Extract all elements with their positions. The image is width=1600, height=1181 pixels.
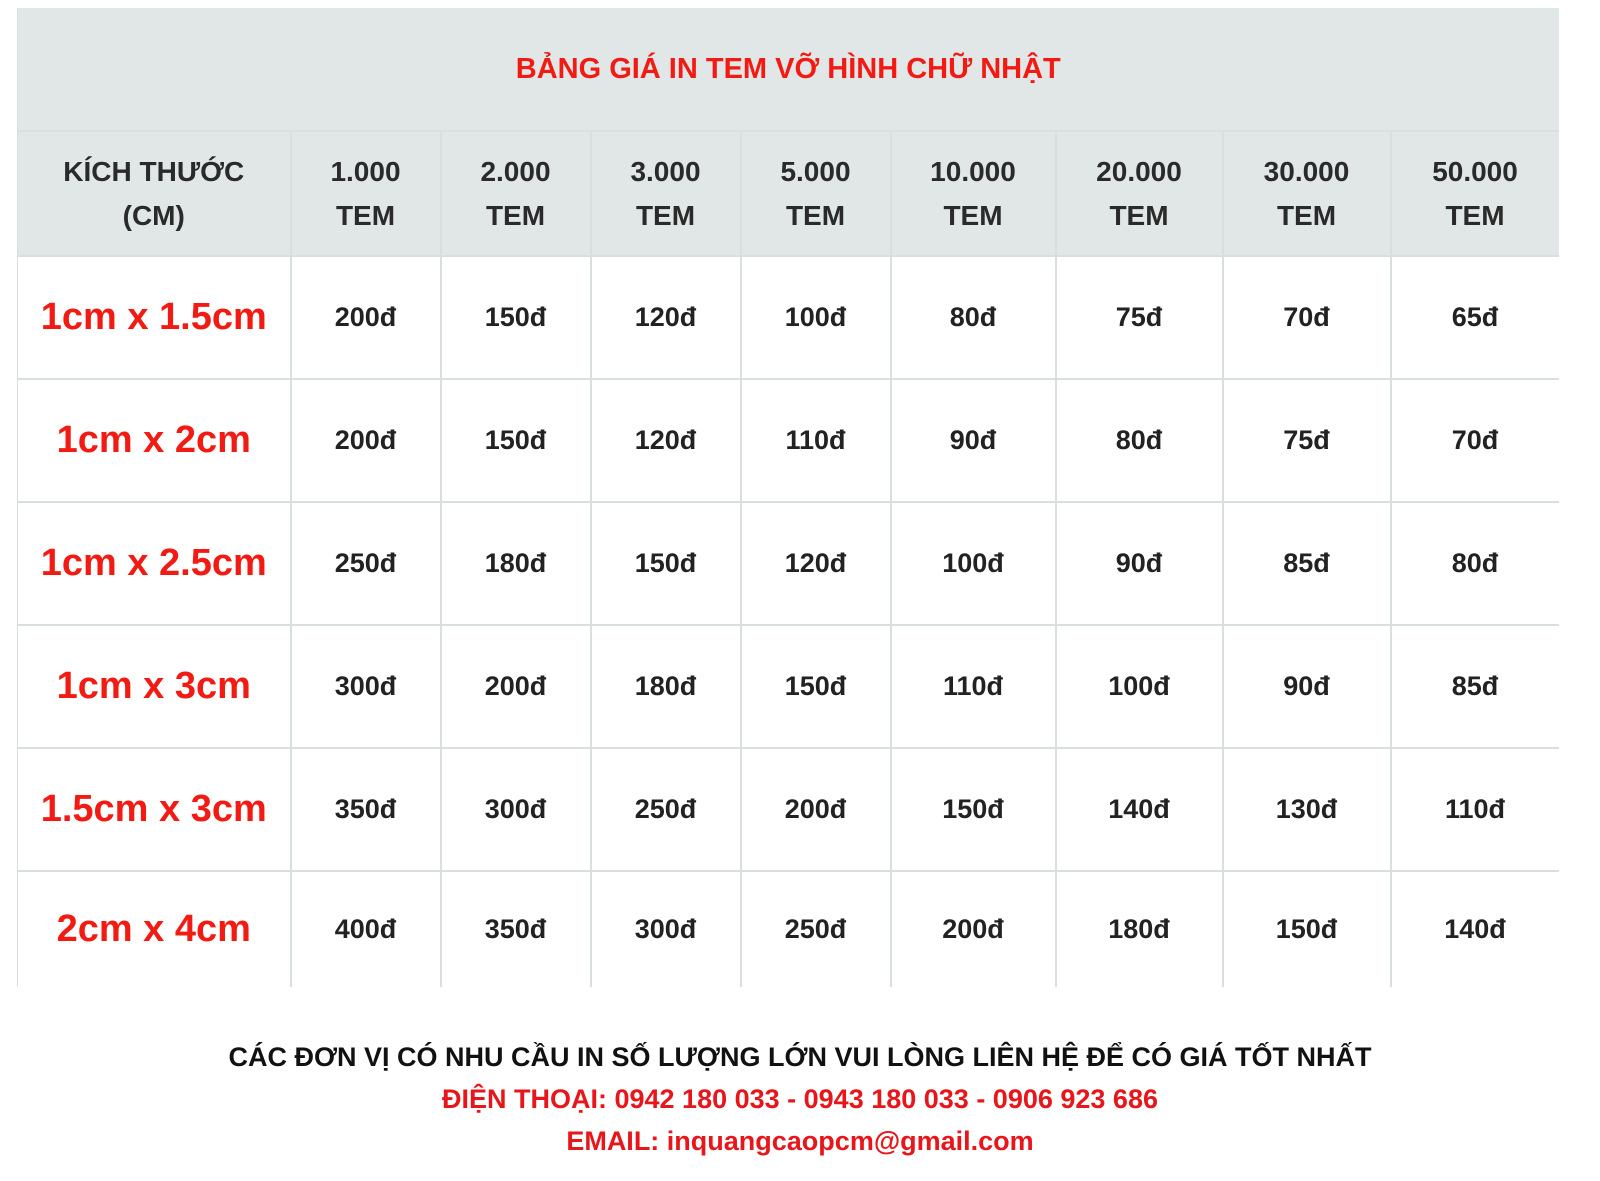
table-row: 1cm x 2cm 200đ 150đ 120đ 110đ 90đ 80đ 75đ 70đ xyxy=(17,378,1559,503)
price-cell: 130đ xyxy=(1221,747,1392,872)
price-cell: 120đ xyxy=(589,378,742,503)
price-cell: 150đ xyxy=(439,255,592,380)
price-cell: 250đ xyxy=(739,870,892,987)
quantity-value: 30.000 xyxy=(1263,155,1350,187)
price-cell: 140đ xyxy=(1389,870,1559,987)
quantity-value: 5.000 xyxy=(780,155,851,187)
price-cell: 70đ xyxy=(1221,255,1392,380)
price-cell: 200đ xyxy=(439,624,592,749)
size-header-line1: KÍCH THƯỚC xyxy=(63,155,245,187)
price-cell: 200đ xyxy=(289,378,442,503)
quantity-unit: TEM xyxy=(785,199,846,231)
size-cell: 1cm x 2.5cm xyxy=(17,501,292,626)
price-cell: 200đ xyxy=(889,870,1057,987)
price-cell: 300đ xyxy=(439,747,592,872)
price-cell: 100đ xyxy=(889,501,1057,626)
quantity-column-header: 3.000 TEM xyxy=(589,130,742,257)
price-cell: 140đ xyxy=(1054,747,1224,872)
quantity-unit: TEM xyxy=(485,199,546,231)
price-cell: 100đ xyxy=(739,255,892,380)
size-cell: 1cm x 2cm xyxy=(17,378,292,503)
size-cell: 1.5cm x 3cm xyxy=(17,747,292,872)
email-address[interactable]: EMAIL: inquangcaopcm@gmail.com xyxy=(566,1126,1034,1156)
price-cell: 80đ xyxy=(1054,378,1224,503)
table-row: 1cm x 2.5cm 250đ 180đ 150đ 120đ 100đ 90đ 85đ 80đ xyxy=(17,501,1559,626)
price-cell: 90đ xyxy=(889,378,1057,503)
size-cell: 1cm x 1.5cm xyxy=(17,255,292,380)
quantity-column-header: 20.000 TEM xyxy=(1054,130,1224,257)
phone-numbers: ĐIỆN THOẠI: 0942 180 033 - 0943 180 033 … xyxy=(442,1084,1158,1114)
price-cell: 300đ xyxy=(289,624,442,749)
price-cell: 200đ xyxy=(289,255,442,380)
quantity-column-header: 5.000 TEM xyxy=(739,130,892,257)
price-cell: 90đ xyxy=(1221,624,1392,749)
quantity-value: 50.000 xyxy=(1432,155,1518,187)
quantity-column-header: 1.000 TEM xyxy=(289,130,442,257)
quantity-value: 3.000 xyxy=(630,155,701,187)
quantity-unit: TEM xyxy=(1276,199,1337,231)
quantity-unit: TEM xyxy=(1445,199,1505,231)
quantity-value: 20.000 xyxy=(1096,155,1182,187)
price-cell: 180đ xyxy=(1054,870,1224,987)
size-header-line2: (CM) xyxy=(122,199,185,231)
table-row: 1.5cm x 3cm 350đ 300đ 250đ 200đ 150đ 140đ 130đ 1… xyxy=(17,747,1559,872)
price-cell: 150đ xyxy=(1221,870,1392,987)
quantity-value: 1.000 xyxy=(330,155,401,187)
table-row: 1cm x 3cm 300đ 200đ 180đ 150đ 110đ 100đ 90đ 85đ xyxy=(17,624,1559,749)
price-cell: 150đ xyxy=(439,378,592,503)
price-cell: 70đ xyxy=(1389,378,1559,503)
size-column-header: KÍCH THƯỚC (CM) xyxy=(17,130,292,257)
price-cell: 80đ xyxy=(889,255,1057,380)
quantity-value: 10.000 xyxy=(930,155,1016,187)
price-cell: 85đ xyxy=(1221,501,1392,626)
table-row: 2cm x 4cm 400đ 350đ 300đ 250đ 200đ 180đ 150đ 140… xyxy=(17,870,1559,987)
quantity-column-header: 30.000 TEM xyxy=(1221,130,1392,257)
price-cell: 110đ xyxy=(739,378,892,503)
price-cell: 400đ xyxy=(289,870,442,987)
price-cell: 350đ xyxy=(439,870,592,987)
price-cell: 200đ xyxy=(739,747,892,872)
quantity-unit: TEM xyxy=(635,199,696,231)
price-cell: 85đ xyxy=(1389,624,1559,749)
price-cell: 120đ xyxy=(739,501,892,626)
quantity-unit: TEM xyxy=(1109,199,1169,231)
price-cell: 75đ xyxy=(1054,255,1224,380)
price-cell: 250đ xyxy=(289,501,442,626)
price-cell: 65đ xyxy=(1389,255,1559,380)
size-cell: 2cm x 4cm xyxy=(17,870,292,987)
price-cell: 150đ xyxy=(739,624,892,749)
quantity-column-header: 10.000 TEM xyxy=(889,130,1057,257)
price-cell: 350đ xyxy=(289,747,442,872)
price-table-container: BẢNG GIÁ IN TEM VỠ HÌNH CHỮ NHẬT KÍCH TH… xyxy=(16,8,1559,987)
price-cell: 80đ xyxy=(1389,501,1559,626)
quantity-unit: TEM xyxy=(943,199,1003,231)
price-cell: 250đ xyxy=(589,747,742,872)
price-cell: 100đ xyxy=(1054,624,1224,749)
price-cell: 75đ xyxy=(1221,378,1392,503)
table-title: BẢNG GIÁ IN TEM VỠ HÌNH CHỮ NHẬT xyxy=(16,8,1559,132)
contact-footer: CÁC ĐƠN VỊ CÓ NHU CẦU IN SỐ LƯỢNG LỚN VU… xyxy=(0,1036,1600,1162)
size-cell: 1cm x 3cm xyxy=(17,624,292,749)
price-cell: 110đ xyxy=(1389,747,1559,872)
price-table: BẢNG GIÁ IN TEM VỠ HÌNH CHỮ NHẬT KÍCH TH… xyxy=(16,8,1559,987)
quantity-column-header: 50.000 TEM xyxy=(1389,130,1559,257)
price-cell: 120đ xyxy=(589,255,742,380)
price-cell: 150đ xyxy=(889,747,1057,872)
price-cell: 90đ xyxy=(1054,501,1224,626)
table-row: 1cm x 1.5cm 200đ 150đ 120đ 100đ 80đ 75đ 70đ 65đ xyxy=(17,255,1559,380)
bulk-order-notice: CÁC ĐƠN VỊ CÓ NHU CẦU IN SỐ LƯỢNG LỚN VU… xyxy=(228,1042,1372,1072)
price-cell: 180đ xyxy=(589,624,742,749)
price-cell: 180đ xyxy=(439,501,592,626)
header-row: KÍCH THƯỚC (CM) 1.000 TEM 2.000 TEM 3.000 TEM… xyxy=(17,130,1559,257)
quantity-value: 2.000 xyxy=(480,155,551,187)
quantity-unit: TEM xyxy=(335,199,396,231)
price-cell: 110đ xyxy=(889,624,1057,749)
quantity-column-header: 2.000 TEM xyxy=(439,130,592,257)
price-cell: 150đ xyxy=(589,501,742,626)
price-cell: 300đ xyxy=(589,870,742,987)
